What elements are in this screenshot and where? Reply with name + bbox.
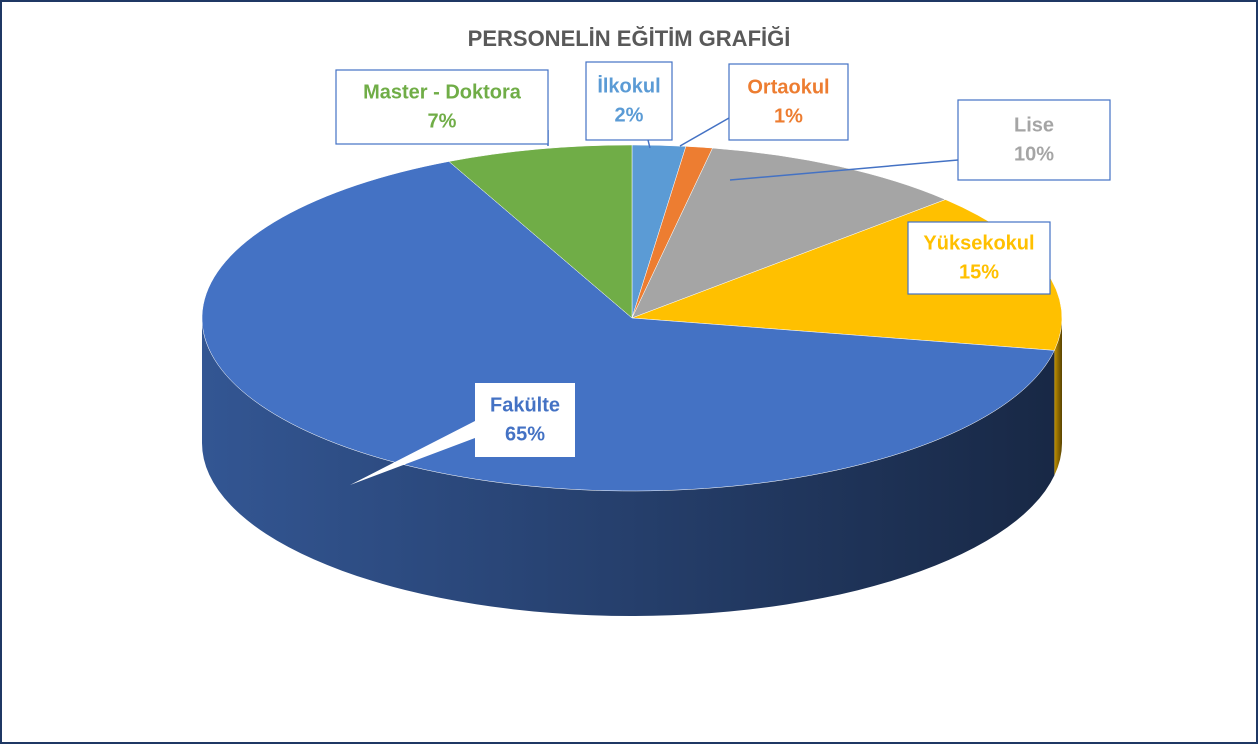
data-label: 10%	[1014, 143, 1054, 165]
chart-title: PERSONELİN EĞİTİM GRAFİĞİ	[468, 26, 791, 51]
data-label-name: Fakülte	[490, 394, 560, 416]
leader-line	[679, 117, 730, 147]
data-label-name: İlkokul	[597, 74, 660, 97]
pie-slice-side	[201, 318, 1055, 617]
data-label: 15%	[959, 261, 999, 283]
data-label: 2%	[615, 104, 644, 126]
data-label-name: Yüksekokul	[923, 232, 1034, 254]
data-label-name: Master - Doktora	[363, 81, 522, 103]
pie-slice	[631, 147, 947, 319]
data-label-name: Lise	[1014, 114, 1054, 136]
label-callout	[350, 421, 475, 485]
label-box	[335, 69, 549, 145]
data-label: 7%	[428, 110, 457, 132]
data-label-name: Ortaokul	[747, 76, 829, 98]
pie-slice	[201, 161, 1055, 492]
pie-slice-side	[1054, 318, 1062, 476]
label-box	[585, 61, 673, 141]
leader-line	[729, 159, 959, 181]
label-box	[475, 383, 575, 457]
leader-line	[647, 139, 651, 149]
data-label: 65%	[505, 423, 545, 445]
label-box	[728, 63, 849, 141]
label-box	[907, 221, 1051, 295]
data-label: 1%	[774, 105, 803, 127]
label-box	[957, 99, 1111, 181]
pie-slice	[448, 144, 633, 319]
